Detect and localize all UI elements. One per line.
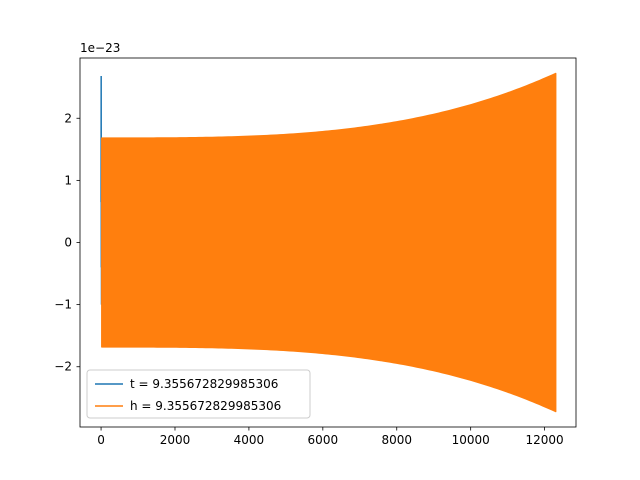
legend: t = 9.355672829985306 h = 9.355672829985… — [86, 369, 311, 419]
x-axis: 0 2000 4000 6000 8000 10000 12000 — [97, 427, 564, 447]
plot-area — [100, 72, 557, 413]
y-tick-label: 1 — [64, 173, 72, 187]
y-tick-label: −2 — [54, 360, 72, 374]
x-tick-label: 10000 — [452, 433, 490, 447]
x-tick-label: 6000 — [308, 433, 339, 447]
legend-label-h: h = 9.355672829985306 — [130, 399, 281, 413]
y-tick-label: −1 — [54, 298, 72, 312]
x-tick-label: 2000 — [160, 433, 191, 447]
y-tick-label: 2 — [64, 111, 72, 125]
series-h-band — [101, 72, 557, 413]
x-tick-label: 8000 — [381, 433, 412, 447]
x-tick-label: 12000 — [525, 433, 563, 447]
x-tick-label: 0 — [97, 433, 105, 447]
y-axis: −2 −1 0 1 2 — [54, 111, 80, 374]
legend-label-t: t = 9.355672829985306 — [130, 377, 278, 391]
y-offset-label: 1e−23 — [80, 41, 120, 55]
legend-box — [86, 369, 311, 419]
y-tick-label: 0 — [64, 236, 72, 250]
x-tick-label: 4000 — [234, 433, 265, 447]
